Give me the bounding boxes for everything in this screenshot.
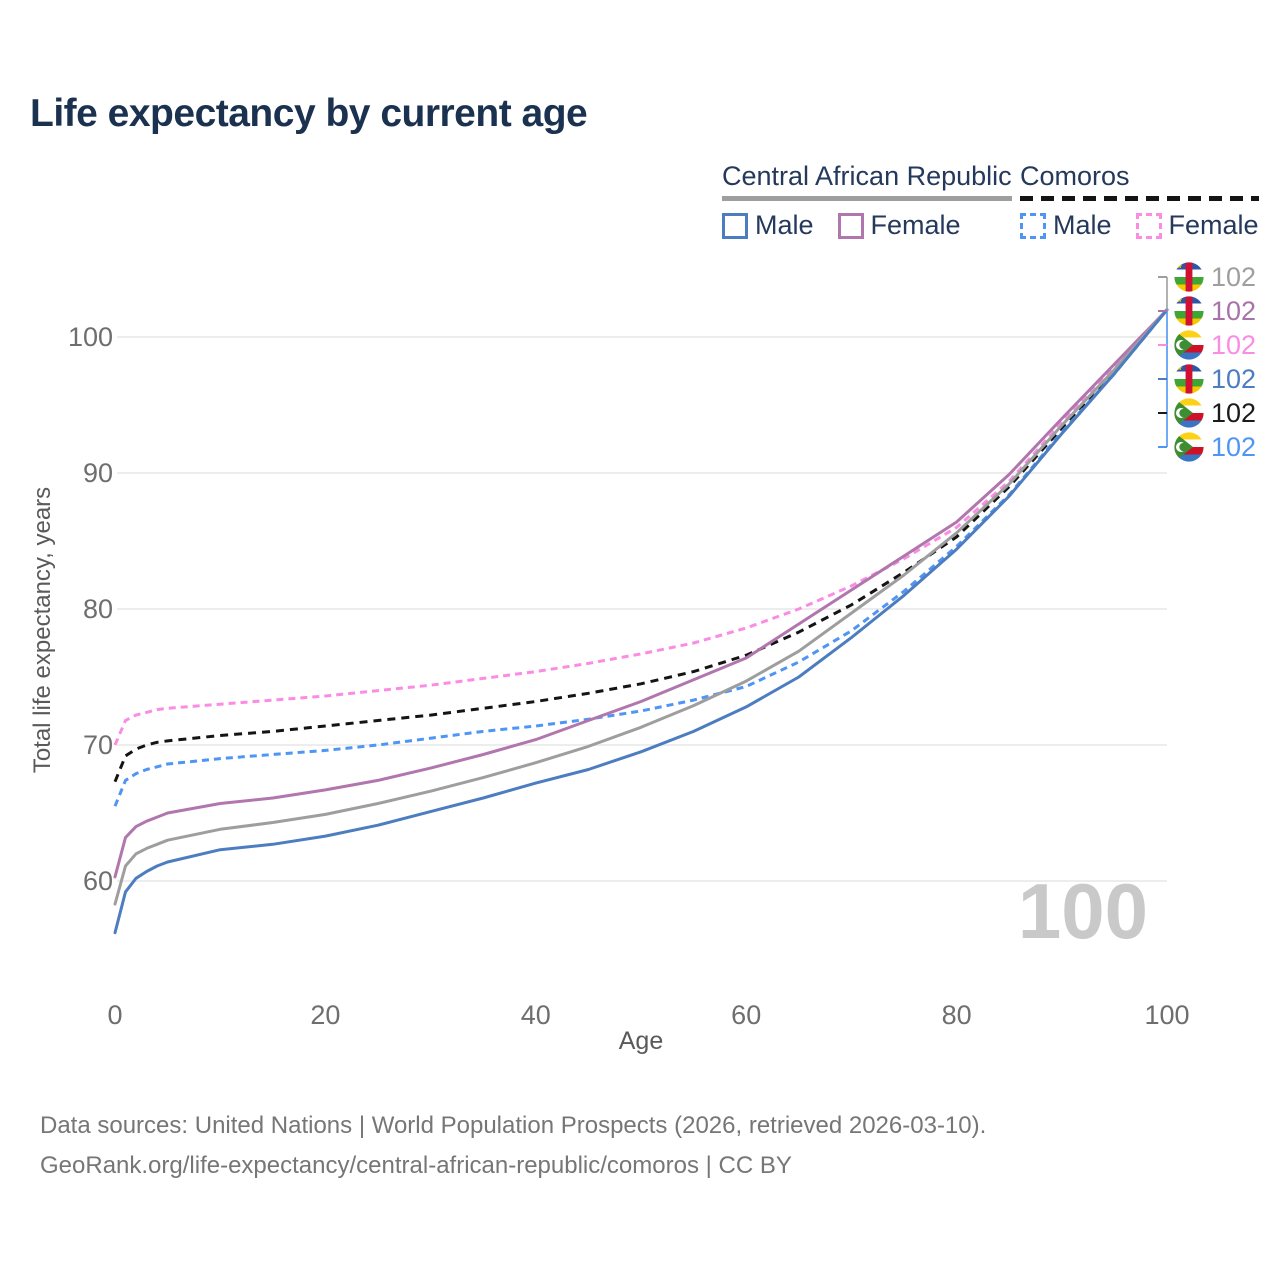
y-tick-label: 70 xyxy=(83,730,113,760)
legend-title-comoros[interactable]: Comoros xyxy=(1020,161,1259,201)
y-tick-label: 100 xyxy=(68,322,113,352)
legend-label-comoros-male: Male xyxy=(1053,210,1112,240)
end-label-value: 102 xyxy=(1211,364,1257,394)
car-male-line[interactable] xyxy=(113,308,1169,935)
y-tick-label: 80 xyxy=(83,594,113,624)
x-tick-label: 60 xyxy=(731,1000,761,1030)
comoros-flag-icon xyxy=(1174,330,1204,360)
y-tick-label: 90 xyxy=(83,458,113,488)
legend-label-car-female: Female xyxy=(870,210,961,240)
car-total-line-swatch xyxy=(722,196,1012,201)
x-axis-title: Age xyxy=(618,1027,664,1055)
end-label-value: 102 xyxy=(1211,330,1257,360)
legend-group-car: Central African Republic Male Female xyxy=(722,161,1012,241)
x-tick-label: 100 xyxy=(1144,1000,1189,1030)
legend-item-comoros-female[interactable]: Female xyxy=(1135,210,1259,241)
end-label-car-male: 102 xyxy=(1174,364,1256,394)
x-tick-label: 80 xyxy=(942,1000,972,1030)
page-title: Life expectancy by current age xyxy=(30,92,588,135)
comoros-flag-icon xyxy=(1174,432,1204,462)
end-label-value: 102 xyxy=(1211,262,1257,292)
age-watermark: 100 xyxy=(1018,867,1148,955)
car-total-line[interactable] xyxy=(113,308,1169,906)
comoros-total-line-swatch xyxy=(1020,196,1259,201)
car-female-line[interactable] xyxy=(113,308,1169,879)
x-tick-label: 0 xyxy=(107,1000,122,1030)
central-african-republic-flag-icon xyxy=(1174,296,1204,326)
central-african-republic-flag-icon xyxy=(1174,262,1204,292)
end-label-comoros-total: 102 xyxy=(1174,398,1256,428)
y-axis-title: Total life expectancy, years xyxy=(29,486,56,774)
comoros-female-swatch-icon xyxy=(1135,212,1162,239)
end-label-comoros-male: 102 xyxy=(1174,432,1256,462)
comoros-female-line[interactable] xyxy=(113,308,1169,746)
legend-label-car-male: Male xyxy=(755,210,814,240)
legend-item-car-male[interactable]: Male xyxy=(722,210,814,241)
legend-title-car[interactable]: Central African Republic xyxy=(722,161,1012,201)
end-label-value: 102 xyxy=(1211,398,1257,428)
comoros-male-swatch-icon xyxy=(1020,212,1046,239)
end-label-car-female: 102 xyxy=(1174,296,1256,326)
legend-title-comoros-label: Comoros xyxy=(1020,161,1130,191)
legend-title-car-label: Central African Republic xyxy=(722,161,1012,191)
legend-item-comoros-male[interactable]: Male xyxy=(1020,210,1112,241)
x-tick-label: 40 xyxy=(521,1000,551,1030)
attribution-line: GeoRank.org/life-expectancy/central-afri… xyxy=(40,1152,792,1179)
car-female-swatch-icon xyxy=(837,212,864,239)
legend-group-comoros: Comoros Male Female xyxy=(1020,161,1259,241)
comoros-total-line[interactable] xyxy=(113,308,1169,783)
y-tick-label: 60 xyxy=(83,866,113,896)
end-label-comoros-female: 102 xyxy=(1174,330,1256,360)
end-label-value: 102 xyxy=(1211,296,1257,326)
comoros-male-line[interactable] xyxy=(113,308,1169,807)
end-label-value: 102 xyxy=(1211,432,1257,462)
footer: Data sources: United Nations | World Pop… xyxy=(40,1106,986,1186)
legend-label-comoros-female: Female xyxy=(1168,210,1259,240)
x-tick-label: 20 xyxy=(310,1000,340,1030)
end-label-car-total: 102 xyxy=(1174,262,1256,292)
legend-item-car-female[interactable]: Female xyxy=(837,210,961,241)
data-sources-line: Data sources: United Nations | World Pop… xyxy=(40,1112,987,1139)
comoros-flag-icon xyxy=(1174,398,1204,428)
car-male-swatch-icon xyxy=(722,212,748,239)
central-african-republic-flag-icon xyxy=(1174,364,1204,394)
